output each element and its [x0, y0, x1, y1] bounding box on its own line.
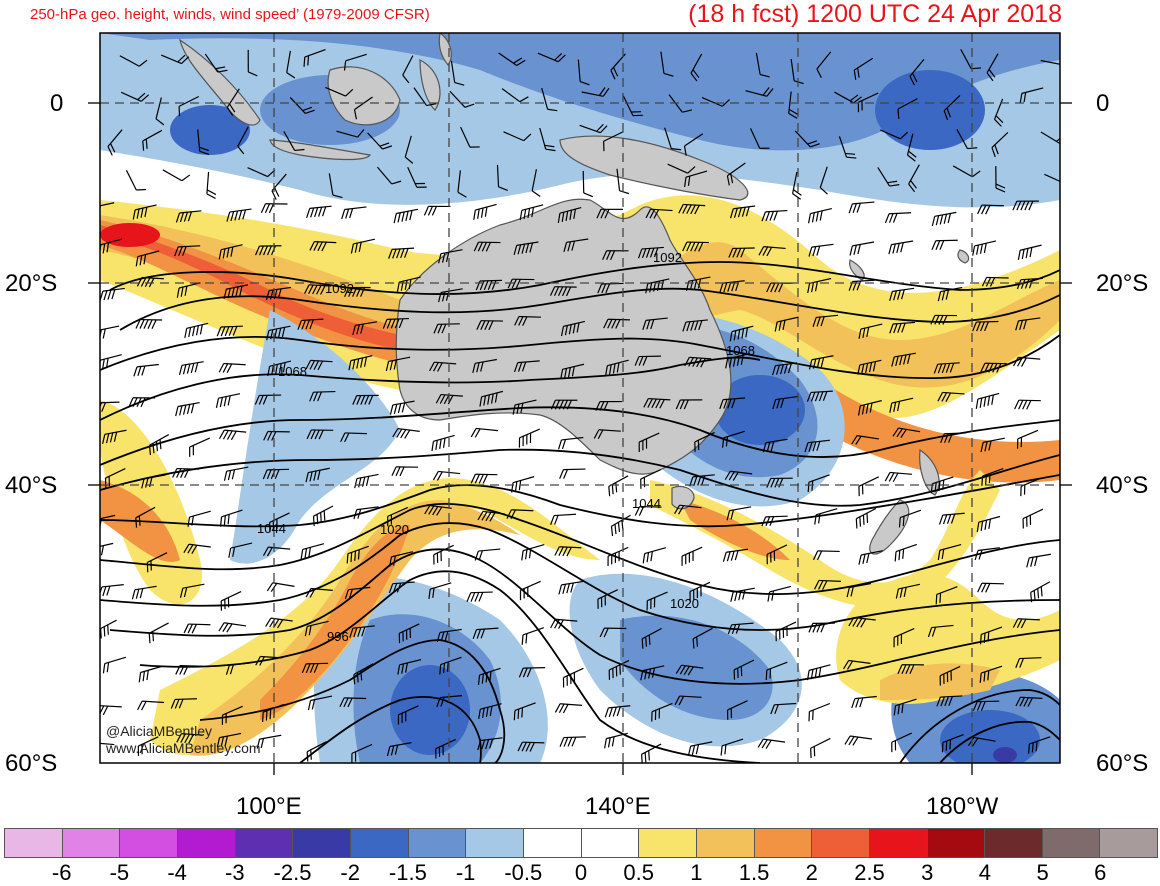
contour-label-9: 996 — [327, 629, 349, 644]
colorbar-cell — [1100, 829, 1157, 857]
colorbar-cell — [928, 829, 986, 857]
colorbar-label: -1 — [456, 860, 476, 886]
colorbar-cell — [466, 829, 524, 857]
colorbar-label: -2.5 — [274, 860, 312, 886]
colorbar-label: 0 — [575, 860, 587, 886]
colorbar-cell — [351, 829, 409, 857]
colorbar-cell — [5, 829, 63, 857]
colorbar-cell — [755, 829, 813, 857]
lat-label-40s-right: 40°S — [1096, 472, 1148, 500]
colorbar-label: 4 — [979, 860, 991, 886]
contour-label-2: 1092 — [653, 250, 682, 265]
lat-label-20s-left: 20°S — [5, 270, 57, 298]
lat-label-40s-left: 40°S — [5, 472, 57, 500]
colorbar-cell — [120, 829, 178, 857]
colorbar-cell — [870, 829, 928, 857]
colorbar-label: -0.5 — [504, 860, 542, 886]
contour-label-5: 1044 — [257, 521, 286, 536]
colorbar-label: 2 — [806, 860, 818, 886]
colorbar-label: 3 — [921, 860, 933, 886]
colorbar-cell — [236, 829, 294, 857]
colorbar — [4, 828, 1158, 858]
contour-label-1: 1092 — [325, 281, 354, 296]
contour-label-7: 1020 — [380, 522, 409, 537]
colorbar-label: 2.5 — [854, 860, 885, 886]
colorbar-label: -2 — [340, 860, 360, 886]
colorbar-label: -6 — [52, 860, 72, 886]
colorbar-cell — [63, 829, 121, 857]
colorbar-cell — [985, 829, 1043, 857]
colorbar-cell — [697, 829, 755, 857]
colorbar-cell — [178, 829, 236, 857]
colorbar-label: -1.5 — [389, 860, 427, 886]
colorbar-cell — [1043, 829, 1101, 857]
colorbar-cell — [293, 829, 351, 857]
lat-label-60s-left: 60°S — [5, 750, 57, 778]
credit-website: www.AliciaMBentley.com — [106, 740, 261, 756]
colorbar-label: 6 — [1094, 860, 1106, 886]
lat-label-0-left: 0 — [50, 90, 63, 118]
map-panel: 1092 1092 1068 1068 1044 1044 1020 1020 … — [0, 0, 1160, 800]
contour-label-8: 1020 — [670, 596, 699, 611]
colorbar-label: 1 — [690, 860, 702, 886]
contour-label-6: 1044 — [632, 496, 661, 511]
credit-handle: @AliciaMBentley — [106, 723, 212, 739]
colorbar-cell — [582, 829, 640, 857]
colorbar-label: 1.5 — [739, 860, 770, 886]
lat-label-60s-right: 60°S — [1096, 750, 1148, 778]
colorbar-label: 0.5 — [623, 860, 654, 886]
colorbar-cell — [409, 829, 467, 857]
colorbar-cell — [812, 829, 870, 857]
colorbar-cell — [524, 829, 582, 857]
lat-label-20s-right: 20°S — [1096, 270, 1148, 298]
colorbar-label: 5 — [1036, 860, 1048, 886]
colorbar-cell — [639, 829, 697, 857]
colorbar-label: -4 — [167, 860, 187, 886]
colorbar-label: -5 — [110, 860, 130, 886]
lon-label-140e: 140°E — [585, 793, 651, 821]
lon-label-180w: 180°W — [926, 793, 998, 821]
lon-label-100e: 100°E — [236, 793, 302, 821]
contour-label-3: 1068 — [278, 364, 307, 379]
colorbar-label: -3 — [225, 860, 245, 886]
lat-label-0-right: 0 — [1096, 90, 1109, 118]
contour-label-4: 1068 — [726, 343, 755, 358]
